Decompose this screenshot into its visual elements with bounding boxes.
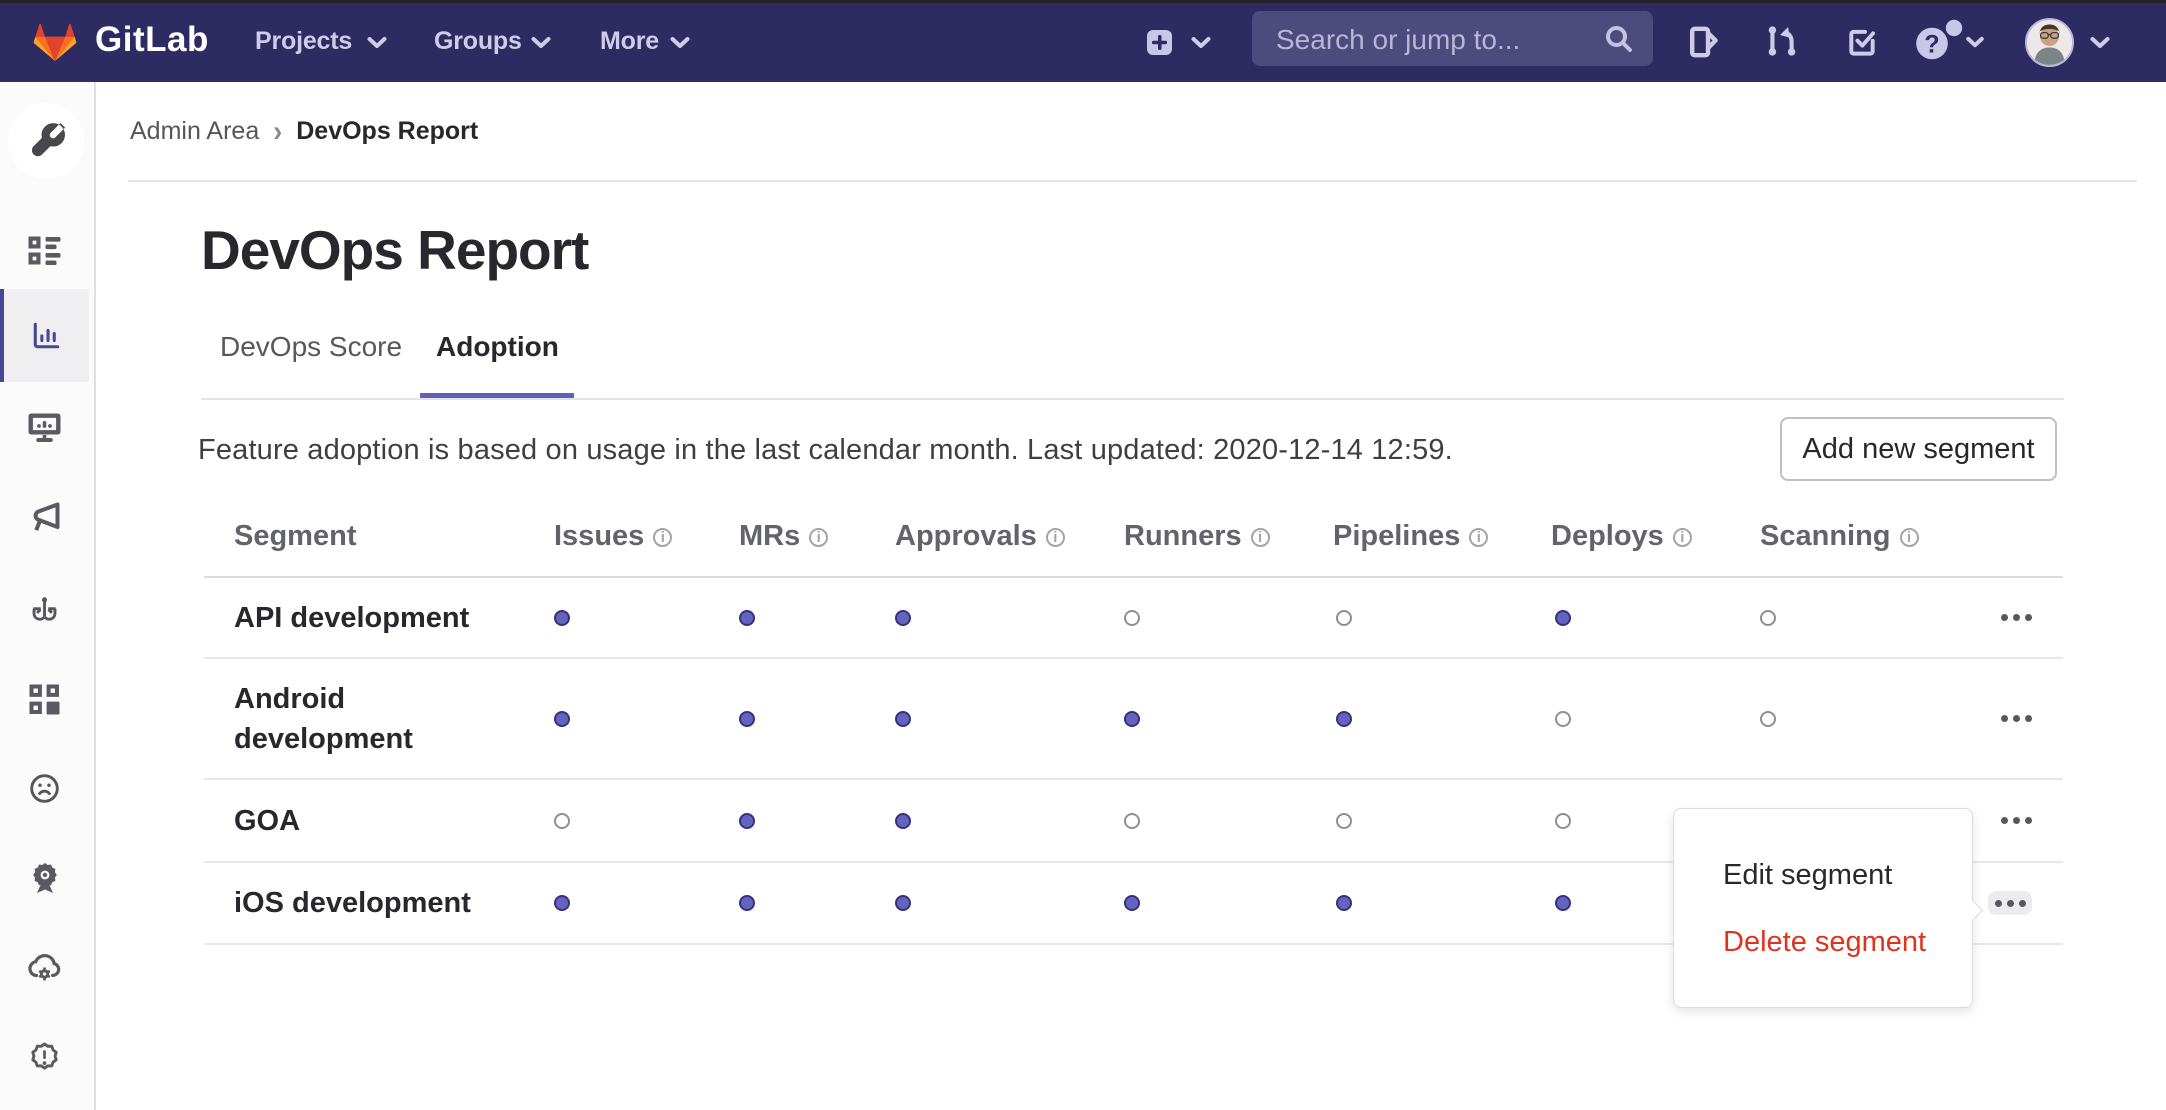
svg-text:?: ? [1924,31,1939,59]
